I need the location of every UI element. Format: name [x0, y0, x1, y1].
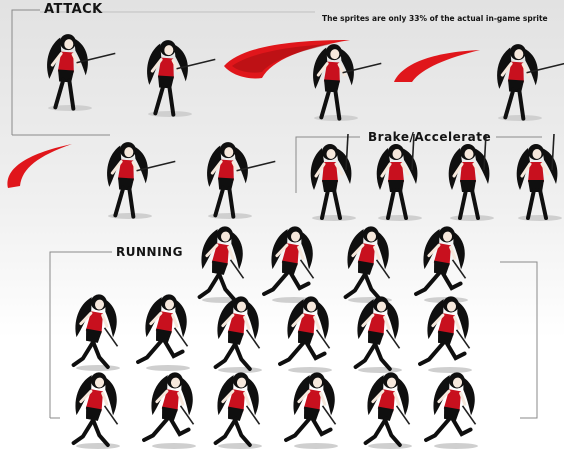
- running-section-title: RUNNING: [116, 245, 183, 259]
- running-frame-9: [346, 292, 406, 373]
- running-frame-15: [356, 368, 416, 449]
- running-frame-1: [190, 222, 250, 303]
- running-frame-3: [336, 222, 396, 303]
- attack-frame-4: [486, 40, 564, 121]
- brake-frame-1: [300, 133, 360, 221]
- running-frame-14: [282, 368, 342, 449]
- running-frame-16: [422, 368, 482, 449]
- attack-section-title: ATTACK: [44, 2, 103, 17]
- running-frame-6: [134, 290, 194, 371]
- attack-frame-1: [36, 30, 116, 111]
- brake-frame-3: [438, 133, 498, 221]
- running-frame-10: [416, 292, 476, 373]
- brake-frame-4: [506, 133, 564, 221]
- attack-frame-6: [196, 138, 276, 219]
- running-frame-8: [276, 292, 336, 373]
- attack-frame-3: [302, 40, 382, 121]
- attack-frame-5: [96, 138, 176, 219]
- running-frame-4: [412, 222, 472, 303]
- running-frame-12: [140, 368, 200, 449]
- running-frame-7: [206, 292, 266, 373]
- attack-frame-2: [136, 36, 216, 117]
- slash-effect-2: [394, 50, 480, 82]
- running-frame-2: [260, 222, 320, 303]
- scale-note: The sprites are only 33% of the actual i…: [322, 14, 548, 23]
- brake-frame-2: [366, 133, 426, 221]
- running-frame-5: [64, 290, 124, 371]
- brake-section-title: Brake/Accelerate: [368, 130, 492, 144]
- slash-effect-3: [7, 144, 73, 188]
- running-frame-13: [206, 368, 266, 449]
- slash-effect-1: [224, 40, 350, 79]
- running-frame-11: [64, 368, 124, 449]
